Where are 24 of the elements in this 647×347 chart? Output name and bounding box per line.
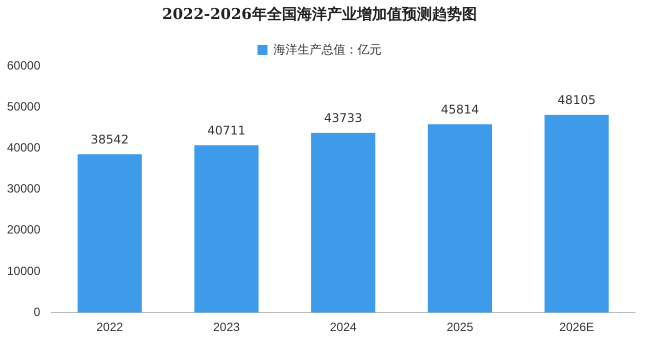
bar <box>428 124 492 313</box>
chart-title: 2022-2026年全国海洋产业增加值预测趋势图 <box>162 4 477 23</box>
x-tick-label: 2025 <box>446 320 474 334</box>
x-tick-label: 2026E <box>559 320 594 334</box>
data-label: 45814 <box>440 102 480 116</box>
y-tick-label: 60000 <box>6 58 41 72</box>
x-tick-label: 2024 <box>330 320 357 334</box>
data-label: 38542 <box>90 132 129 146</box>
legend-label: 海洋生产总值：亿元 <box>274 42 382 56</box>
x-tick-label: 2023 <box>213 320 240 334</box>
x-tick-label: 2022 <box>96 320 124 334</box>
data-label: 43733 <box>324 110 362 125</box>
bar <box>78 154 142 313</box>
y-tick-label: 50000 <box>6 99 41 114</box>
data-label: 40711 <box>207 123 246 138</box>
bar <box>311 132 376 313</box>
y-tick-label: 10000 <box>6 264 41 278</box>
y-tick-label: 20000 <box>6 222 41 237</box>
bar <box>194 145 259 313</box>
data-label: 48105 <box>558 93 596 108</box>
y-tick-label: 40000 <box>6 140 41 155</box>
y-tick-label: 0 <box>34 304 41 319</box>
bar <box>544 114 609 313</box>
y-tick-label: 30000 <box>6 182 41 196</box>
